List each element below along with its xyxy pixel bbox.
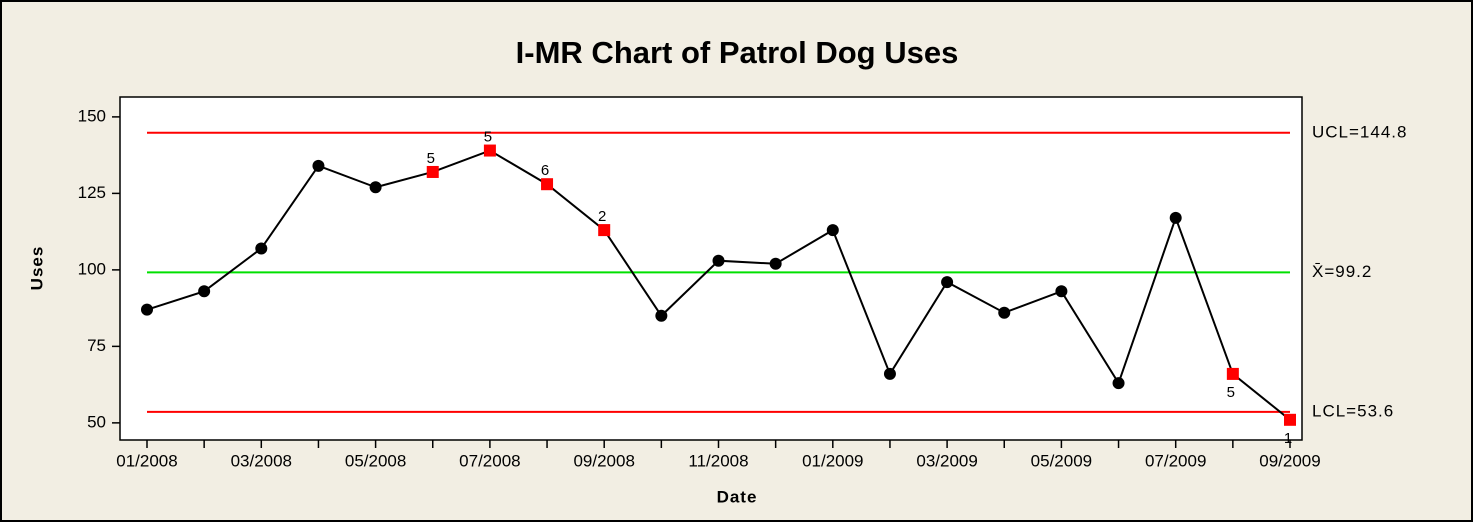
flagged-point — [1284, 413, 1296, 426]
y-tick-label: 50 — [87, 412, 106, 431]
flagged-point — [483, 144, 496, 157]
flagged-point — [541, 178, 554, 191]
y-axis-label: Uses — [27, 246, 46, 291]
flag-label: 6 — [541, 162, 549, 179]
data-point — [941, 276, 954, 289]
data-point — [312, 159, 325, 172]
control-label: X̄=99.2 — [1312, 262, 1372, 281]
x-tick-label: 11/2008 — [688, 451, 748, 470]
flagged-point — [598, 224, 611, 237]
y-tick-label: 125 — [78, 183, 106, 202]
data-point — [826, 224, 839, 237]
flagged-point — [1226, 367, 1239, 380]
flag-label: 5 — [1227, 384, 1235, 401]
data-point — [1055, 285, 1068, 298]
x-tick-label: 01/2009 — [802, 451, 863, 470]
data-point — [712, 254, 725, 267]
y-tick-label: 150 — [78, 106, 106, 125]
control-label: UCL=144.8 — [1312, 122, 1407, 141]
x-tick-label: 07/2008 — [459, 451, 520, 470]
x-tick-label: 03/2008 — [231, 451, 292, 470]
data-point — [655, 309, 668, 322]
flag-label: 2 — [598, 208, 606, 225]
x-tick-label: 09/2009 — [1259, 451, 1320, 470]
flag-label: 1 — [1284, 430, 1292, 447]
data-point — [883, 367, 896, 380]
y-tick-label: 100 — [78, 259, 106, 278]
x-tick-label: 01/2008 — [116, 451, 177, 470]
x-tick-label: 05/2008 — [345, 451, 406, 470]
data-point — [255, 242, 268, 255]
data-point — [1112, 377, 1125, 390]
x-tick-label: 07/2009 — [1145, 451, 1206, 470]
flag-label: 5 — [427, 150, 435, 167]
data-point — [1169, 211, 1182, 224]
x-tick-label: 05/2009 — [1031, 451, 1092, 470]
flag-label: 5 — [484, 129, 492, 146]
x-axis-label: Date — [717, 487, 758, 506]
x-tick-label: 09/2008 — [573, 451, 634, 470]
control-label: LCL=53.6 — [1312, 401, 1394, 420]
data-point — [198, 285, 211, 298]
y-tick-label: 75 — [87, 336, 106, 355]
x-tick-label: 03/2009 — [916, 451, 977, 470]
chart-title: I-MR Chart of Patrol Dog Uses — [516, 35, 959, 70]
data-point — [998, 306, 1011, 319]
data-point — [141, 303, 153, 316]
flagged-point — [426, 165, 439, 178]
data-point — [769, 257, 782, 270]
data-point — [369, 181, 382, 194]
